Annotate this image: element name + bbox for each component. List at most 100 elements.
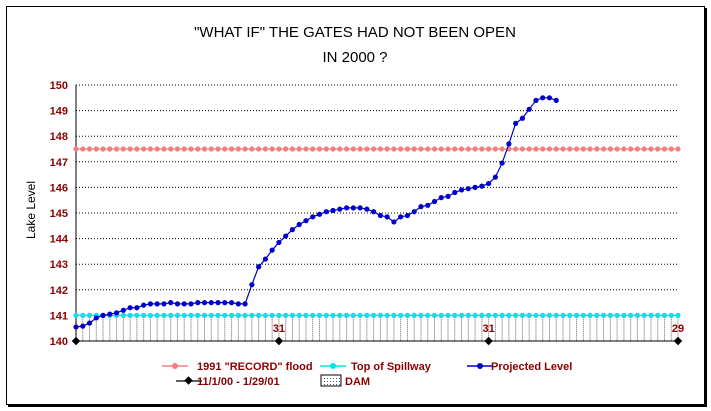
series-point-record [540,146,546,152]
series-point-record [431,146,438,152]
series-point-record [479,146,485,152]
series-point-spillway [472,312,478,318]
series-point-projected [86,320,93,326]
series-point-projected [316,211,323,217]
y-tick-label: 141 [50,310,68,322]
series-point-record [384,146,390,152]
series-point-spillway [411,312,417,318]
series-point-record [262,146,268,152]
series-point-spillway [540,312,546,318]
y-axis-label: Lake Level [24,181,38,239]
series-point-record [567,146,573,152]
series-point-record [80,146,86,152]
series-point-spillway [80,312,86,318]
series-point-record [249,146,255,152]
series-point-projected [526,106,532,112]
series-point-record [201,146,208,152]
series-point-spillway [249,312,255,318]
series-point-spillway [668,312,674,318]
series-point-record [276,146,282,152]
series-point-record [357,146,363,152]
series-point-spillway [431,312,438,318]
date-marker [274,336,284,346]
series-point-projected [404,212,411,219]
series-point-spillway [655,312,661,318]
series-point-projected [330,207,336,214]
series-point-spillway [188,312,194,318]
series-point-record [161,146,167,152]
series-point-spillway [634,312,641,318]
series-point-record [587,146,593,152]
series-point-projected [357,205,363,211]
series-point-projected [147,301,154,307]
series-point-projected [256,264,262,270]
series-point-spillway [499,312,505,318]
series-point-record [195,146,201,152]
series-point-record [242,146,248,152]
series-point-record [553,146,559,152]
series-point-projected [208,300,214,306]
series-point-spillway [147,312,154,318]
series-point-record [648,146,654,152]
series-point-projected [222,300,228,306]
series-point-projected [411,209,417,215]
series-point-record [296,146,302,152]
series-point-projected [113,310,120,316]
series-point-spillway [86,312,93,318]
series-point-spillway [228,312,235,318]
legend-label-dam: DAM [345,376,370,388]
series-point-record [614,146,620,152]
series-point-spillway [208,312,214,318]
series-point-spillway [479,312,485,318]
series-point-record [323,146,329,152]
series-point-projected [364,206,370,212]
x-tick-label: 31 [482,323,494,335]
series-point-record [228,146,235,152]
series-point-record [235,146,241,152]
series-point-record [208,146,214,152]
series-point-spillway [269,312,275,318]
series-point-spillway [661,312,668,318]
legend-swatch-projected-marker [477,363,483,369]
series-point-projected [174,301,181,307]
x-tick-label: 31 [273,323,285,335]
series-point-record [519,146,526,152]
series-point-projected [431,198,438,205]
series-point-record [215,146,221,152]
series-point-spillway [425,312,431,318]
series-point-projected [73,324,79,330]
series-point-spillway [600,312,607,318]
y-tick-label: 144 [50,234,69,246]
series-point-spillway [242,312,248,318]
series-point-record [174,146,181,152]
series-point-record [499,146,505,152]
series-point-projected [533,97,539,103]
series-point-spillway [283,312,289,318]
series-point-spillway [506,312,512,318]
series-point-projected [120,307,126,313]
series-point-spillway [215,312,221,318]
series-point-spillway [533,312,539,318]
series-point-record [391,146,397,152]
series-point-record [330,146,336,152]
series-point-spillway [675,312,681,318]
series-line-projected [75,97,557,328]
series-point-record [404,146,411,152]
y-tick-label: 145 [50,208,68,220]
series-point-spillway [526,312,532,318]
legend-swatch-record-marker [172,363,178,369]
legend-item-projected: Projected Level [467,361,572,373]
series-point-spillway [222,312,228,318]
series-point-projected [195,300,201,306]
series-point-spillway [384,312,390,318]
legend-swatch-dam-pattern [322,376,340,385]
series-point-projected [472,184,478,190]
series-point-record [107,146,113,152]
series-point-record [675,146,681,152]
series-point-record [621,146,627,152]
series-point-spillway [141,312,147,318]
series-point-spillway [350,312,356,318]
series-point-projected [553,97,559,103]
series-point-projected [215,300,221,306]
series-point-spillway [174,312,181,318]
